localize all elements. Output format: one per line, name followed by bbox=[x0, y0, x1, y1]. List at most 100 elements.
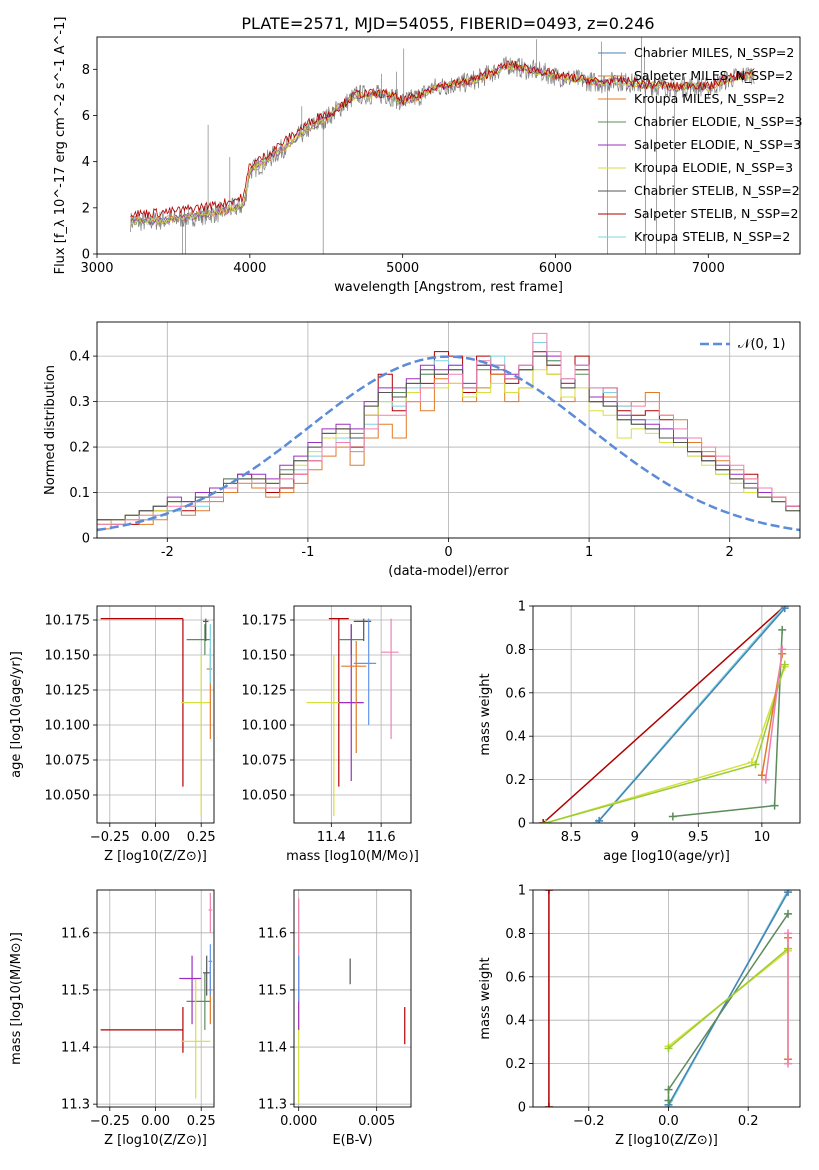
y-tick-label: 2 bbox=[82, 201, 90, 216]
x-tick-label: −0.2 bbox=[573, 1114, 605, 1129]
x-tick-label: 3000 bbox=[80, 261, 113, 276]
y-tick-label: 10.125 bbox=[242, 684, 288, 699]
x-tick-label: 0.00 bbox=[141, 1114, 170, 1129]
weight-vs-age-panel: 8.5 9 9.5 10 0 0.2 0.4 0.6 0.8 1 age [log10(age/yr… bbox=[478, 600, 801, 864]
y-tick-label: 0 bbox=[82, 532, 90, 547]
x-tick-label: 11.6 bbox=[367, 830, 396, 845]
salpeter-stelib-spectrum-line bbox=[130, 59, 755, 219]
x-tick-label: 0.00 bbox=[141, 830, 170, 845]
y-tick-label: 0.2 bbox=[505, 773, 526, 788]
x-tick-label: -2 bbox=[161, 545, 174, 560]
mass-weight-marker bbox=[541, 819, 550, 823]
legend-label: 𝒩(0, 1) bbox=[738, 337, 785, 352]
x-tick-label: 0.2 bbox=[738, 1114, 759, 1129]
mass-vs-ebv-panel: 0.000 0.005 11.3 11.4 11.5 11.6 E(B-V) bbox=[258, 889, 412, 1148]
y-axis-label: Normed distribution bbox=[43, 365, 58, 495]
x-tick-label: 10 bbox=[754, 830, 771, 845]
x-axis-label: Z [log10(Z/Z⊙)] bbox=[615, 1133, 718, 1148]
y-tick-label: 4 bbox=[82, 155, 90, 170]
mass-weight-marker bbox=[784, 890, 793, 897]
y-tick-label: 11.4 bbox=[258, 1041, 287, 1056]
mass-weight-marker bbox=[544, 890, 553, 894]
y-tick-label: 0.8 bbox=[505, 927, 526, 942]
y-tick-label: 6 bbox=[82, 109, 90, 124]
mass-weight-line bbox=[764, 649, 783, 780]
y-tick-label: 0.6 bbox=[505, 970, 526, 985]
y-tick-label: 11.6 bbox=[61, 926, 90, 941]
y-tick-label: 0 bbox=[82, 248, 90, 263]
axes-frame bbox=[96, 321, 801, 539]
age-vs-metallicity-panel: −0.25 0.00 0.25 10.050 10.075 10.100 10.125 10.… bbox=[9, 605, 216, 864]
y-tick-label: 10.050 bbox=[45, 789, 91, 804]
normal-distribution-curve bbox=[97, 355, 800, 532]
axes-frame bbox=[293, 889, 412, 1108]
mass-weight-marker bbox=[668, 812, 677, 821]
x-tick-label: 8.5 bbox=[561, 830, 582, 845]
mass-weight-marker bbox=[778, 645, 787, 654]
x-tick-label: 0 bbox=[444, 545, 452, 560]
y-tick-label: 0.4 bbox=[69, 350, 90, 365]
mass-weight-marker bbox=[664, 1096, 673, 1105]
mass-weight-marker bbox=[784, 929, 793, 938]
y-tick-label: 10.175 bbox=[242, 614, 288, 629]
y-tick-label: 0 bbox=[518, 817, 526, 832]
y-axis-label: mass [log10(M/M⊙)] bbox=[9, 932, 24, 1065]
y-tick-label: 11.6 bbox=[258, 926, 287, 941]
histogram-steps bbox=[97, 351, 800, 538]
mass-weight-marker bbox=[595, 816, 604, 823]
mass-weight-marker bbox=[544, 1103, 553, 1107]
x-tick-label: 11.4 bbox=[317, 830, 346, 845]
mass-weight-line bbox=[668, 948, 789, 1049]
y-axis-label: age [log10(age/yr)] bbox=[9, 651, 24, 778]
residuals-panel: -2 -1 0 1 2 0 0.1 0.2 0.3 0.4 (data-model)/error No… bbox=[43, 321, 801, 579]
x-tick-label: 4000 bbox=[233, 261, 266, 276]
mass-weight-marker bbox=[780, 660, 789, 669]
y-tick-label: 0.2 bbox=[505, 1057, 526, 1072]
mass-vs-metallicity-panel: −0.25 0.00 0.25 11.3 11.4 11.5 11.6 Z [log10(Z/… bbox=[9, 889, 216, 1148]
plot-area bbox=[130, 37, 755, 254]
plot-area bbox=[100, 892, 213, 1099]
x-axis-label: wavelength [Angstrom, rest frame] bbox=[334, 280, 563, 295]
y-tick-label: 0.4 bbox=[505, 1014, 526, 1029]
axes-frame bbox=[96, 889, 215, 1108]
axes-frame bbox=[532, 605, 801, 824]
plot-area bbox=[100, 617, 213, 816]
legend-label: Kroupa MILES, N_SSP=2 bbox=[634, 91, 785, 106]
x-tick-label: 0.000 bbox=[280, 1114, 317, 1129]
y-axis-label: mass weight bbox=[478, 673, 493, 755]
figure-title: PLATE=2571, MJD=54055, FIBERID=0493, z=0… bbox=[241, 14, 654, 33]
y-tick-label: 10.100 bbox=[45, 719, 91, 734]
mass-weight-marker bbox=[761, 775, 770, 784]
y-tick-label: 10.100 bbox=[242, 719, 288, 734]
y-tick-label: 11.5 bbox=[61, 983, 90, 998]
plot-area bbox=[539, 606, 789, 823]
x-tick-label: 7000 bbox=[692, 261, 725, 276]
y-tick-label: 11.4 bbox=[61, 1041, 90, 1056]
y-tick-label: 10.150 bbox=[45, 649, 91, 664]
mass-weight-marker bbox=[664, 1044, 673, 1053]
y-tick-label: 10.050 bbox=[242, 789, 288, 804]
axes-frame bbox=[96, 605, 215, 824]
y-axis-label: Flux [f_λ 10^-17 erg cm^-2 s^-1 A^-1] bbox=[53, 17, 68, 275]
mass-weight-line bbox=[542, 606, 786, 823]
y-tick-label: 10.075 bbox=[45, 754, 91, 769]
y-tick-label: 0.3 bbox=[69, 395, 90, 410]
plot-area bbox=[306, 617, 399, 816]
legend-label: Kroupa ELODIE, N_SSP=3 bbox=[634, 160, 793, 175]
legend-label: Kroupa STELIB, N_SSP=2 bbox=[634, 229, 790, 244]
x-tick-label: 0.25 bbox=[187, 830, 216, 845]
x-axis-label: Z [log10(Z/Z⊙)] bbox=[104, 1133, 207, 1148]
mass-weight-marker bbox=[539, 819, 548, 823]
x-axis-label: mass [log10(M/M⊙)] bbox=[286, 849, 419, 864]
x-axis-label: (data-model)/error bbox=[388, 564, 509, 579]
mass-weight-marker bbox=[751, 760, 760, 769]
mass-weight-marker bbox=[784, 909, 793, 918]
axes-frame bbox=[96, 36, 801, 255]
y-tick-label: 10.175 bbox=[45, 614, 91, 629]
x-tick-label: 6000 bbox=[539, 261, 572, 276]
mass-weight-marker bbox=[778, 625, 787, 634]
mass-weight-marker bbox=[780, 606, 789, 613]
axes-frame bbox=[293, 605, 412, 824]
x-tick-label: 5000 bbox=[386, 261, 419, 276]
